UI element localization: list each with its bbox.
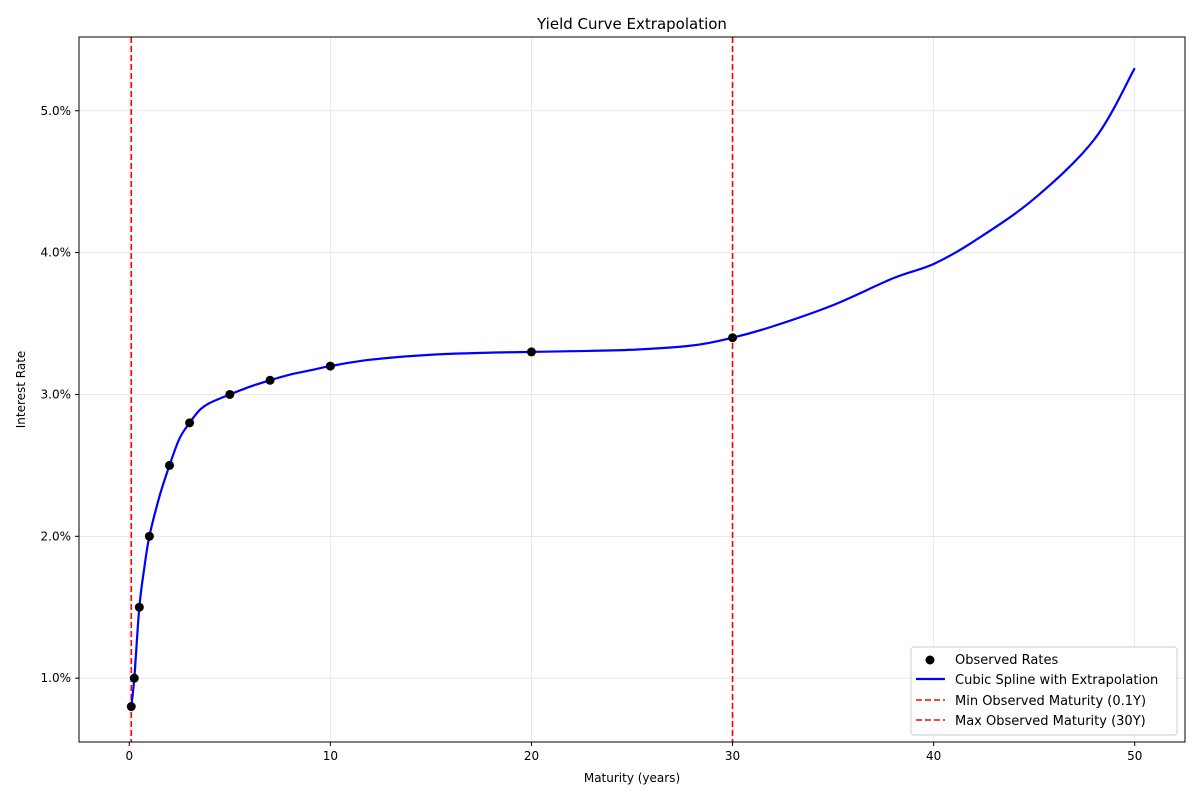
observed-rate-point [126, 702, 136, 712]
y-axis-ticks: 1.0% 2.0% 3.0% 4.0% 5.0% [41, 104, 79, 685]
x-axis-label: Maturity (years) [584, 771, 680, 785]
x-tick-label: 10 [323, 749, 338, 763]
observed-points [126, 333, 738, 712]
observed-rate-point [526, 347, 536, 357]
legend-box [910, 646, 1178, 736]
plot-frame [78, 36, 1186, 743]
grid [79, 37, 1185, 742]
x-tick-label: 30 [725, 749, 740, 763]
observed-rate-point [164, 460, 174, 470]
legend: Observed Rates Cubic Spline with Extrapo… [910, 646, 1178, 736]
legend-label-min-maturity: Min Observed Maturity (0.1Y) [955, 694, 1146, 709]
observed-rate-point [129, 673, 139, 683]
x-tick-label: 0 [125, 749, 133, 763]
y-tick-label: 1.0% [41, 671, 72, 685]
observed-rate-point [134, 602, 144, 612]
x-tick-label: 40 [926, 749, 941, 763]
y-tick-label: 3.0% [41, 387, 72, 401]
y-axis-label: Interest Rate [14, 351, 28, 429]
chart-title: Yield Curve Extrapolation [536, 15, 727, 33]
spline-layer [130, 67, 1136, 707]
legend-label-max-maturity: Max Observed Maturity (30Y) [955, 714, 1146, 729]
observed-rate-point [225, 389, 235, 399]
x-tick-label: 50 [1127, 749, 1142, 763]
observed-rate-point [144, 531, 154, 541]
observed-rate-point [265, 375, 275, 385]
legend-label-observed: Observed Rates [955, 653, 1058, 668]
x-tick-label: 20 [524, 749, 539, 763]
cubic-spline-line [130, 67, 1136, 707]
observed-rate-point [728, 333, 738, 343]
y-tick-label: 4.0% [41, 246, 72, 260]
x-axis-ticks: 0 10 20 30 40 50 [125, 742, 1142, 763]
legend-label-spline: Cubic Spline with Extrapolation [955, 673, 1158, 688]
observed-rate-point [185, 418, 195, 428]
observed-rate-point [325, 361, 335, 371]
legend-marker-observed [925, 655, 935, 665]
reference-lines [130, 37, 734, 742]
y-tick-label: 5.0% [41, 104, 72, 118]
y-tick-label: 2.0% [41, 529, 72, 543]
